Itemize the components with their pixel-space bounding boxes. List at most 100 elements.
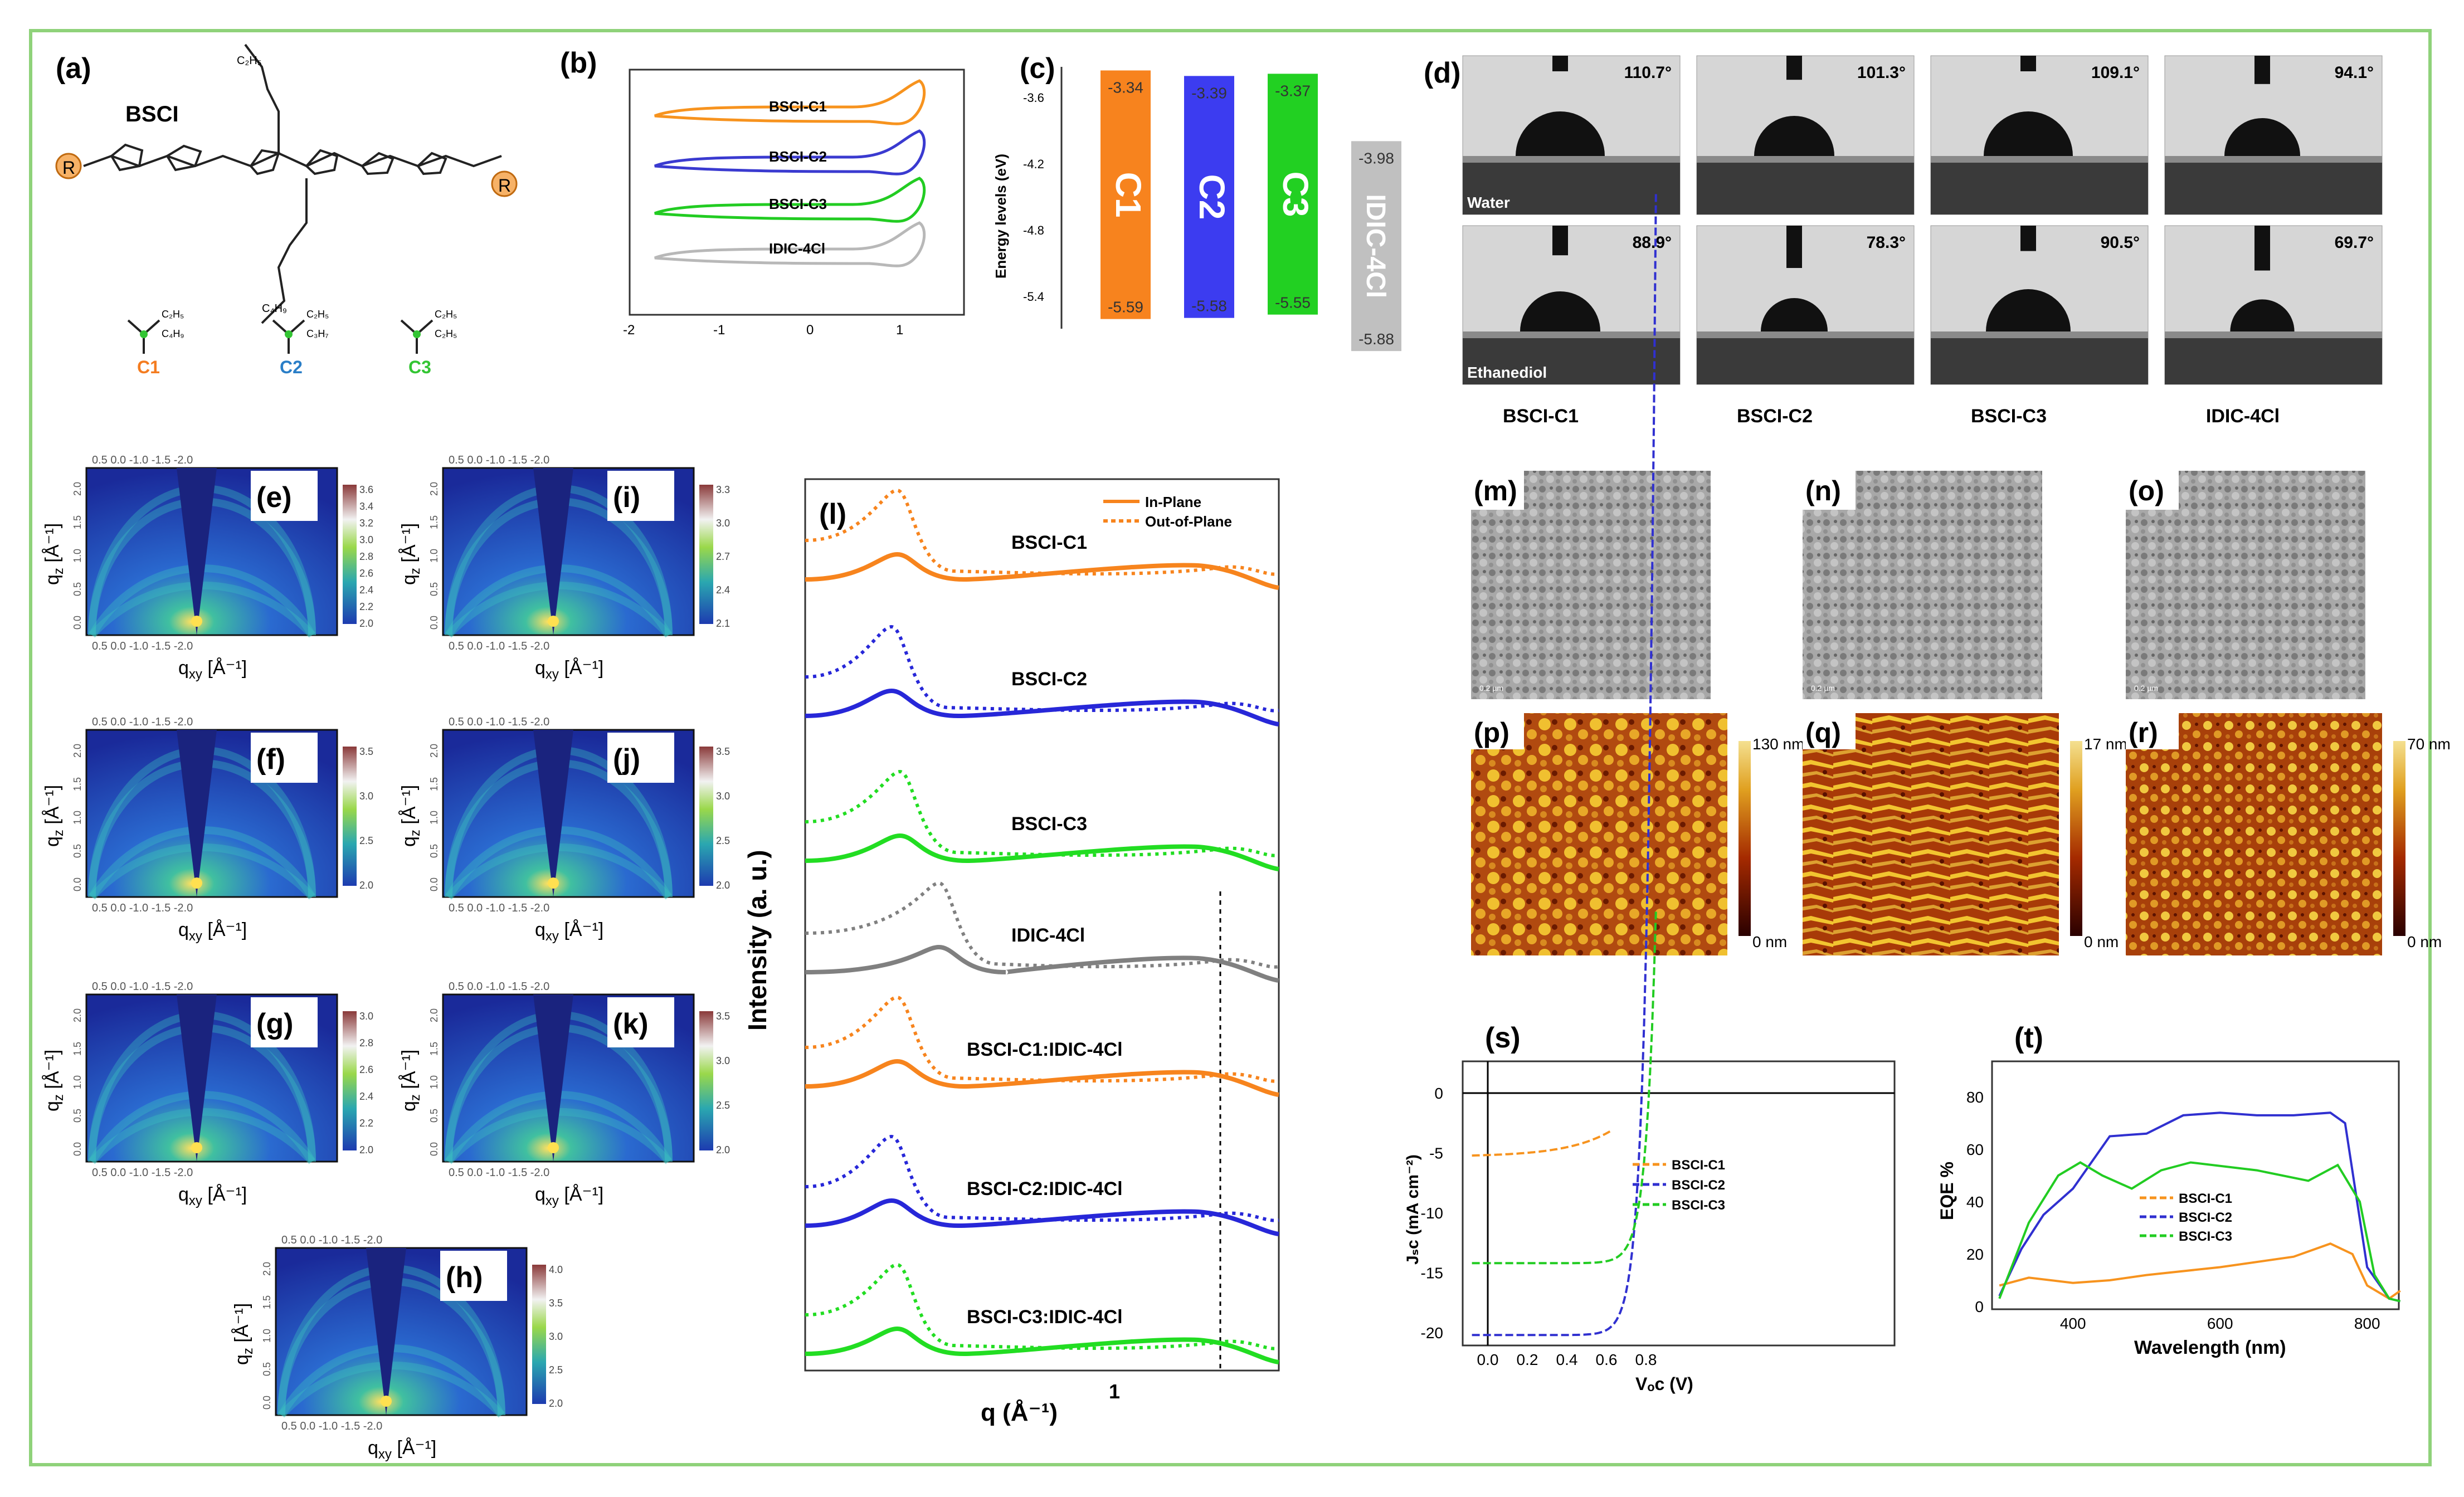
bar-name: IDIC-4Cl	[1361, 194, 1390, 298]
eqe-xtick: 400	[2060, 1315, 2086, 1332]
lumo-value: -3.98	[1358, 149, 1394, 167]
contact-angle-value: 94.1°	[2335, 64, 2374, 82]
giwaxs-colorbar	[699, 747, 713, 886]
afm-image	[2126, 713, 2382, 955]
colorbar-tick: 3.6	[359, 484, 373, 495]
giwaxs-ylabel: qz [Å⁻¹]	[231, 1303, 256, 1365]
afm-label: (r)	[2129, 717, 2158, 748]
r-group-left-icon	[55, 153, 82, 179]
colorbar-tick: 3.4	[359, 501, 373, 512]
c-ytick-4: -5.4	[1023, 290, 1044, 304]
tem-label-box	[2126, 471, 2179, 510]
panel-t-axes	[1991, 1060, 2400, 1310]
drop-substrate	[1931, 156, 2148, 214]
giwaxs-maps: (e) 3.6 3.4 3.2 3.0 2.8 2.6 2.4 2.2 2.0 0.5 0.0 -1…	[42, 454, 730, 1462]
drop-substrate	[2165, 156, 2382, 214]
drop-substrate	[1931, 331, 2148, 384]
giwaxs-spot	[191, 877, 202, 889]
panel-d-label: (d)	[1424, 57, 1460, 89]
afm-colorbar	[2070, 741, 2082, 936]
giwaxs-spot	[191, 1142, 202, 1153]
linecut-in-plane	[805, 1198, 1279, 1236]
panel-t-xlabel: Wavelength (nm)	[2134, 1337, 2286, 1358]
eqe-ytick: 20	[1966, 1246, 1984, 1263]
colorbar-tick: 2.5	[716, 1100, 730, 1111]
drop-surface	[1931, 156, 2148, 163]
tem-label-box	[1471, 471, 1524, 510]
colorbar-tick: 2.7	[716, 551, 730, 562]
cv-curves	[654, 79, 926, 267]
cv-label-idic: IDIC-4Cl	[769, 240, 825, 257]
energy-bar-c1	[1100, 70, 1151, 319]
giwaxs-left-tick: 1.5	[72, 777, 83, 791]
jv-xtick: 0.8	[1635, 1351, 1657, 1368]
linecut-out-of-plane	[805, 625, 1279, 713]
afm-label-box	[1803, 713, 1856, 749]
giwaxs-ylabel: qz [Å⁻¹]	[398, 785, 423, 847]
c2-top: C₂H₅	[306, 309, 329, 320]
colorbar-tick: 2.8	[359, 551, 373, 562]
contact-angle-value: 90.5°	[2101, 233, 2140, 252]
giwaxs-left-tick: 0.5	[72, 1109, 83, 1123]
colorbar-tick: 2.0	[716, 880, 730, 891]
colorbar-tick: 2.6	[359, 568, 373, 579]
giwaxs-top-ticks: 0.5 0.0 -1.0 -1.5 -2.0	[449, 981, 549, 993]
droplet	[2224, 118, 2300, 156]
liquid-label: Ethanediol	[1467, 364, 1547, 381]
eqe-legend-label: BSCI-C1	[2179, 1191, 2232, 1206]
giwaxs-wedge	[177, 994, 217, 1162]
eqe-curve-c1	[1999, 1242, 2401, 1300]
giwaxs-top-ticks: 0.5 0.0 -1.0 -1.5 -2.0	[92, 716, 193, 728]
giwaxs-xlabel: qxy [Å⁻¹]	[535, 657, 603, 682]
giwaxs-left-tick: 0.5	[72, 582, 83, 596]
giwaxs-wedge	[177, 730, 217, 897]
giwaxs-left-tick: 0.5	[72, 844, 83, 858]
giwaxs-spot	[191, 616, 202, 627]
panel-c-ylabel: Energy levels (eV)	[992, 154, 1009, 279]
panel-l-ylabel: Intensity (a. u.)	[743, 850, 772, 1031]
eqe-legend-label: BSCI-C3	[2179, 1229, 2232, 1244]
contact-angle-value: 110.7°	[1624, 64, 1672, 82]
colorbar-tick: 2.0	[716, 1144, 730, 1155]
panel-b-axes	[629, 69, 965, 316]
giwaxs-left-tick: 1.5	[428, 777, 440, 791]
drop-surface	[1463, 331, 1680, 338]
giwaxs-top-ticks: 0.5 0.0 -1.0 -1.5 -2.0	[92, 981, 193, 993]
panel-t-label: (t)	[2014, 1022, 2043, 1054]
giwaxs-left-tick: 1.0	[72, 1075, 83, 1089]
legend-out-of-plane: Out-of-Plane	[1145, 513, 1232, 530]
panel-s-axes	[1462, 1060, 1896, 1347]
panel-a-label: (a)	[56, 52, 91, 85]
giwaxs-colorbar	[699, 485, 713, 624]
giwaxs-left-tick: 0.5	[428, 844, 440, 858]
colorbar-tick: 2.2	[359, 601, 373, 612]
jv-legend-label: BSCI-C2	[1672, 1178, 1725, 1193]
panel-b-label: (b)	[560, 47, 597, 79]
contact-angle-value: 101.3°	[1857, 64, 1906, 82]
giwaxs-left-tick: 2.0	[72, 1008, 83, 1022]
jv-legend: BSCI-C1 BSCI-C2 BSCI-C3	[1633, 1158, 1725, 1213]
eqe-legend: BSCI-C1 BSCI-C2 BSCI-C3	[2140, 1191, 2232, 1244]
giwaxs-left-tick: 1.0	[72, 549, 83, 563]
giwaxs-left-tick: 0.0	[72, 1142, 83, 1156]
cv-curve-3	[654, 177, 926, 223]
jv-xtick: 0.2	[1517, 1351, 1538, 1368]
panel-l-xlabel: q (Å⁻¹)	[981, 1399, 1058, 1426]
giwaxs-label: (g)	[256, 1008, 293, 1040]
giwaxs-label-box	[607, 997, 674, 1047]
giwaxs-left-tick: 0.0	[261, 1396, 272, 1410]
chain-top: C₂H₅	[237, 55, 262, 67]
jv-ticks: 0 -5 -10 -15 -20 0.0 0.2 0.4 0.6 0.8	[1421, 1085, 1657, 1368]
contact-angle-value: 109.1°	[2091, 64, 2140, 82]
drop-substrate	[1463, 156, 1680, 214]
giwaxs-colorbar	[532, 1265, 546, 1404]
needle	[1786, 226, 1802, 268]
linecut-in-plane	[805, 1326, 1279, 1364]
drop-surface	[2165, 156, 2382, 163]
giwaxs-label-box	[251, 997, 318, 1047]
droplet	[1516, 111, 1605, 156]
needle	[2254, 226, 2270, 271]
panel-a-structure: (a) BSCI R R C₂H₅ C₄H₉ C₂H₅ C₄H₉ C1 C₂H₅…	[55, 43, 518, 377]
tem-scalebar: 0.2 µm	[2134, 684, 2158, 693]
r-right: R	[498, 175, 511, 196]
